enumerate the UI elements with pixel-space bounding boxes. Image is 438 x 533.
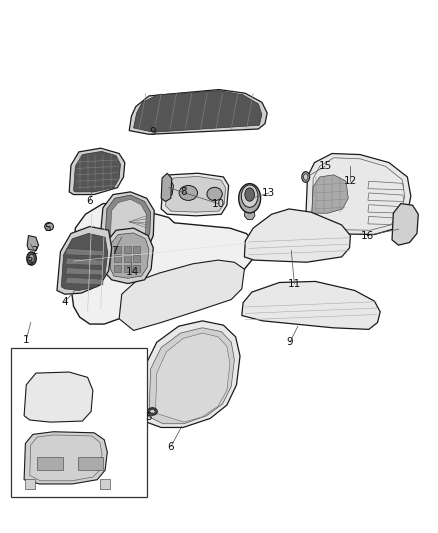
Text: 6: 6	[86, 197, 93, 206]
Polygon shape	[155, 333, 230, 422]
Ellipse shape	[302, 172, 310, 182]
Polygon shape	[71, 204, 254, 324]
Text: 9: 9	[149, 127, 156, 137]
Text: 10: 10	[212, 199, 225, 208]
Polygon shape	[244, 209, 255, 220]
Polygon shape	[66, 277, 103, 285]
Text: 13: 13	[262, 188, 276, 198]
Ellipse shape	[29, 255, 34, 263]
Text: 3: 3	[26, 257, 33, 267]
Text: 5: 5	[145, 412, 152, 422]
Polygon shape	[105, 195, 151, 248]
Polygon shape	[129, 90, 267, 134]
Bar	[11, 348, 147, 497]
Polygon shape	[100, 192, 154, 253]
Text: 15: 15	[318, 161, 332, 171]
Text: 6: 6	[167, 442, 174, 451]
Text: 5: 5	[44, 223, 51, 233]
Polygon shape	[66, 258, 103, 265]
Polygon shape	[57, 227, 112, 294]
Polygon shape	[124, 255, 131, 262]
Polygon shape	[144, 321, 240, 427]
Polygon shape	[119, 260, 244, 330]
Polygon shape	[74, 151, 120, 192]
Bar	[37, 457, 63, 470]
Polygon shape	[114, 265, 121, 272]
Text: 12: 12	[344, 176, 357, 186]
Polygon shape	[124, 246, 131, 253]
Polygon shape	[66, 248, 103, 256]
Polygon shape	[306, 154, 411, 235]
Polygon shape	[149, 328, 234, 424]
Polygon shape	[114, 255, 121, 262]
Ellipse shape	[304, 174, 308, 180]
Text: 2: 2	[31, 246, 38, 255]
Ellipse shape	[245, 188, 254, 201]
Polygon shape	[114, 246, 121, 253]
Ellipse shape	[239, 183, 261, 213]
Ellipse shape	[45, 223, 53, 231]
Bar	[78, 457, 103, 470]
Polygon shape	[66, 268, 103, 275]
Polygon shape	[69, 148, 125, 195]
Polygon shape	[133, 265, 140, 272]
Text: 9: 9	[286, 337, 293, 347]
Text: 7: 7	[111, 246, 118, 255]
Polygon shape	[244, 209, 350, 262]
Polygon shape	[161, 173, 229, 216]
Polygon shape	[61, 233, 108, 290]
Polygon shape	[162, 179, 173, 197]
Text: 11: 11	[288, 279, 301, 288]
Polygon shape	[161, 173, 172, 201]
Polygon shape	[110, 199, 146, 244]
Ellipse shape	[179, 185, 198, 200]
Text: 8: 8	[180, 187, 187, 197]
Polygon shape	[24, 432, 107, 484]
Polygon shape	[105, 228, 153, 284]
Polygon shape	[312, 175, 348, 213]
Ellipse shape	[27, 252, 36, 265]
Polygon shape	[134, 91, 262, 132]
Bar	[100, 479, 110, 489]
Polygon shape	[242, 281, 380, 329]
Ellipse shape	[241, 185, 258, 207]
Text: 1: 1	[23, 335, 30, 345]
Polygon shape	[133, 246, 140, 253]
Text: 16: 16	[360, 231, 374, 240]
Text: 4: 4	[61, 297, 68, 306]
Bar	[25, 479, 35, 489]
Polygon shape	[24, 372, 93, 422]
Polygon shape	[392, 204, 418, 245]
Polygon shape	[124, 265, 131, 272]
Polygon shape	[166, 176, 226, 212]
Polygon shape	[110, 233, 149, 278]
Polygon shape	[27, 236, 39, 251]
Ellipse shape	[207, 187, 222, 201]
Ellipse shape	[148, 408, 157, 415]
Ellipse shape	[150, 409, 155, 414]
Text: 14: 14	[126, 267, 139, 277]
Polygon shape	[133, 255, 140, 262]
